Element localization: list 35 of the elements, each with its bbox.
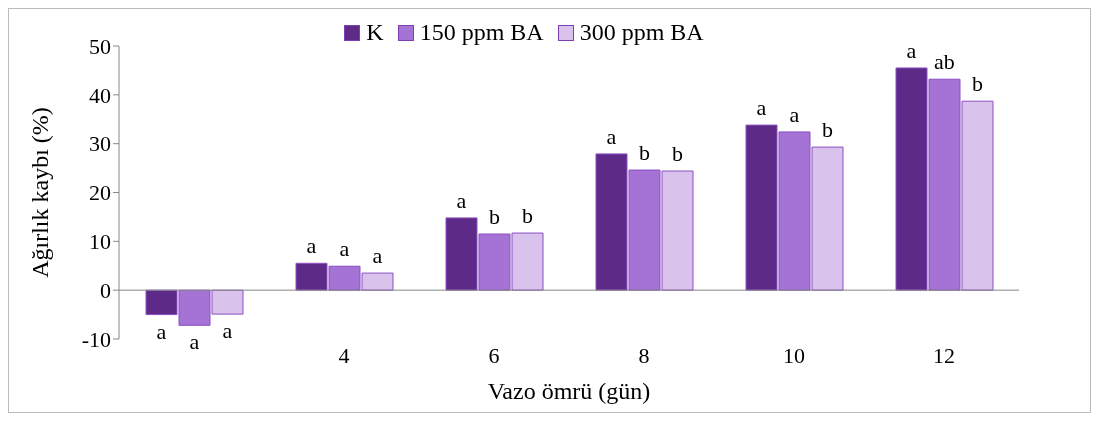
data-label: b bbox=[522, 203, 533, 229]
y-tick-label: -10 bbox=[81, 326, 111, 352]
data-label: a bbox=[339, 236, 350, 262]
data-label: b bbox=[639, 140, 650, 166]
y-tick-label: 0 bbox=[100, 277, 111, 303]
data-label: b bbox=[672, 141, 683, 167]
data-label: b bbox=[972, 71, 983, 97]
legend-label: K bbox=[365, 19, 384, 46]
data-label: a bbox=[906, 37, 917, 63]
data-label: a bbox=[156, 318, 167, 344]
legend-label: 150 ppm BA bbox=[418, 19, 544, 46]
x-tick-label: 8 bbox=[638, 342, 650, 368]
x-tick-label: 4 bbox=[338, 342, 350, 368]
data-label: a bbox=[606, 123, 617, 149]
y-tick-label: 10 bbox=[89, 229, 111, 255]
y-tick-label: 40 bbox=[89, 82, 111, 108]
data-label: a bbox=[456, 187, 467, 213]
data-label: b bbox=[822, 117, 833, 143]
data-label: a bbox=[756, 95, 767, 121]
data-label: a bbox=[789, 101, 800, 127]
y-tick-label: 30 bbox=[89, 131, 111, 157]
data-label: a bbox=[372, 243, 383, 269]
data-label: ab bbox=[934, 49, 955, 75]
data-label: b bbox=[489, 204, 500, 230]
y-tick-label: 50 bbox=[89, 33, 111, 59]
x-tick-label: 6 bbox=[488, 342, 500, 368]
x-tick-label: 12 bbox=[933, 342, 955, 368]
y-axis-title: Ağırlık kaybı (%) bbox=[26, 107, 53, 278]
data-label: a bbox=[189, 329, 200, 355]
x-axis-title: Vazo ömrü (gün) bbox=[487, 378, 651, 404]
data-label: a bbox=[222, 318, 233, 344]
y-tick-label: 20 bbox=[89, 180, 111, 206]
x-tick-label: 10 bbox=[783, 342, 805, 368]
legend-label: 300 ppm BA bbox=[578, 19, 704, 46]
data-label: a bbox=[306, 233, 317, 259]
